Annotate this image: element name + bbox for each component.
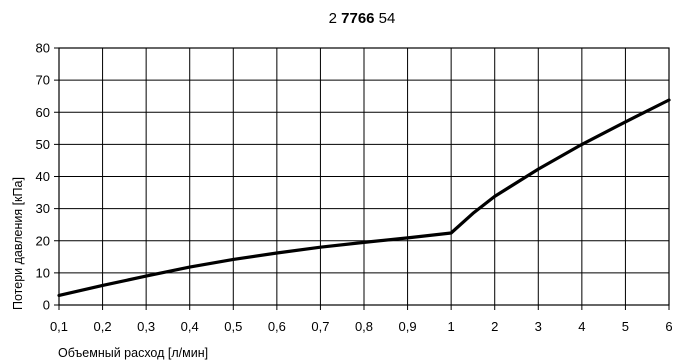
x-tick-label: 0,8 [355,319,373,334]
x-tick-label: 0,3 [137,319,155,334]
x-tick-label: 0,4 [181,319,199,334]
y-tick-label: 30 [36,201,50,216]
title-bold: 7766 [341,10,374,27]
title-suffix: 54 [375,10,396,27]
y-tick-label: 10 [36,265,50,280]
x-tick-label: 0,9 [399,319,417,334]
x-tick-label: 1 [448,319,455,334]
x-tick-label: 5 [622,319,629,334]
y-tick-label: 60 [36,105,50,120]
y-tick-label: 80 [36,41,50,56]
y-tick-label: 0 [43,298,50,313]
x-tick-label: 6 [665,319,672,334]
y-tick-label: 40 [36,169,50,184]
x-axis-label: Объемный расход [л/мин] [58,346,208,360]
x-tick-label: 0,6 [268,319,286,334]
y-axis-label: Потери давления [кПа] [11,177,25,310]
grid [54,47,670,310]
plot-frame [58,47,670,306]
y-tick-label: 70 [36,73,50,88]
y-tick-label: 50 [36,137,50,152]
title-prefix: 2 [329,10,342,27]
x-tick-label: 0,7 [311,319,329,334]
x-tick-label: 0,2 [94,319,112,334]
x-tick-labels: 0,1 0,2 0,3 0,4 0,5 0,6 0,7 0,8 0,9 1 2 3 4 5 6 [50,319,673,334]
chart-title: 2 7766 54 [329,10,396,27]
y-tick-label: 20 [36,233,50,248]
x-tick-label: 0,1 [50,319,68,334]
x-tick-label: 0,5 [224,319,242,334]
pressure-loss-curve [57,98,671,297]
x-tick-label: 3 [535,319,542,334]
x-tick-label: 4 [578,319,585,334]
x-tick-label: 2 [491,319,498,334]
y-tick-labels: 0 10 20 30 40 50 60 70 80 [36,41,50,313]
